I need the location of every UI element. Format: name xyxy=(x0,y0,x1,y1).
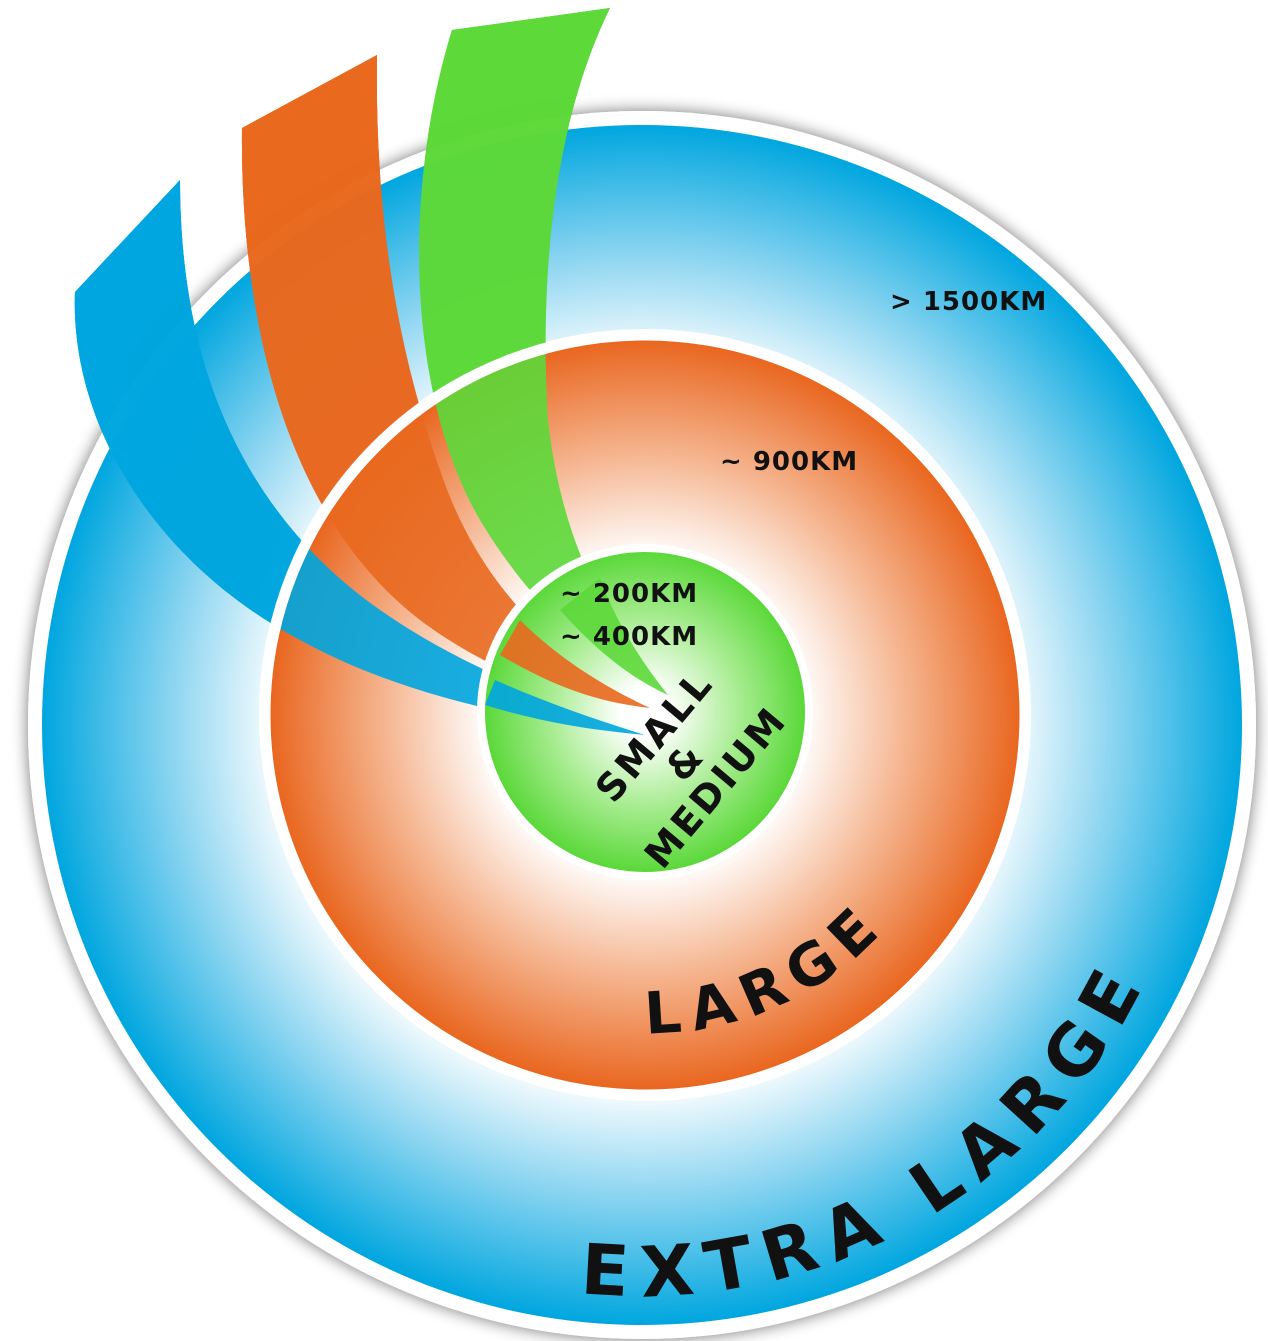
range-label: ~ 400KM xyxy=(560,622,698,652)
blue-swoosh-tip xyxy=(485,680,645,735)
inner-circle xyxy=(485,552,805,872)
range-label: ~ 200KM xyxy=(560,579,698,609)
middle-ring-edge xyxy=(259,329,1031,1101)
orange-swoosh-middle xyxy=(241,55,650,708)
range-label: > 1500KM xyxy=(890,287,1047,317)
green-swoosh-tip xyxy=(560,578,668,695)
orange-swoosh-tip xyxy=(500,620,650,708)
blue-swoosh-middle xyxy=(74,180,645,735)
range-label: ~ 900KM xyxy=(720,447,858,477)
